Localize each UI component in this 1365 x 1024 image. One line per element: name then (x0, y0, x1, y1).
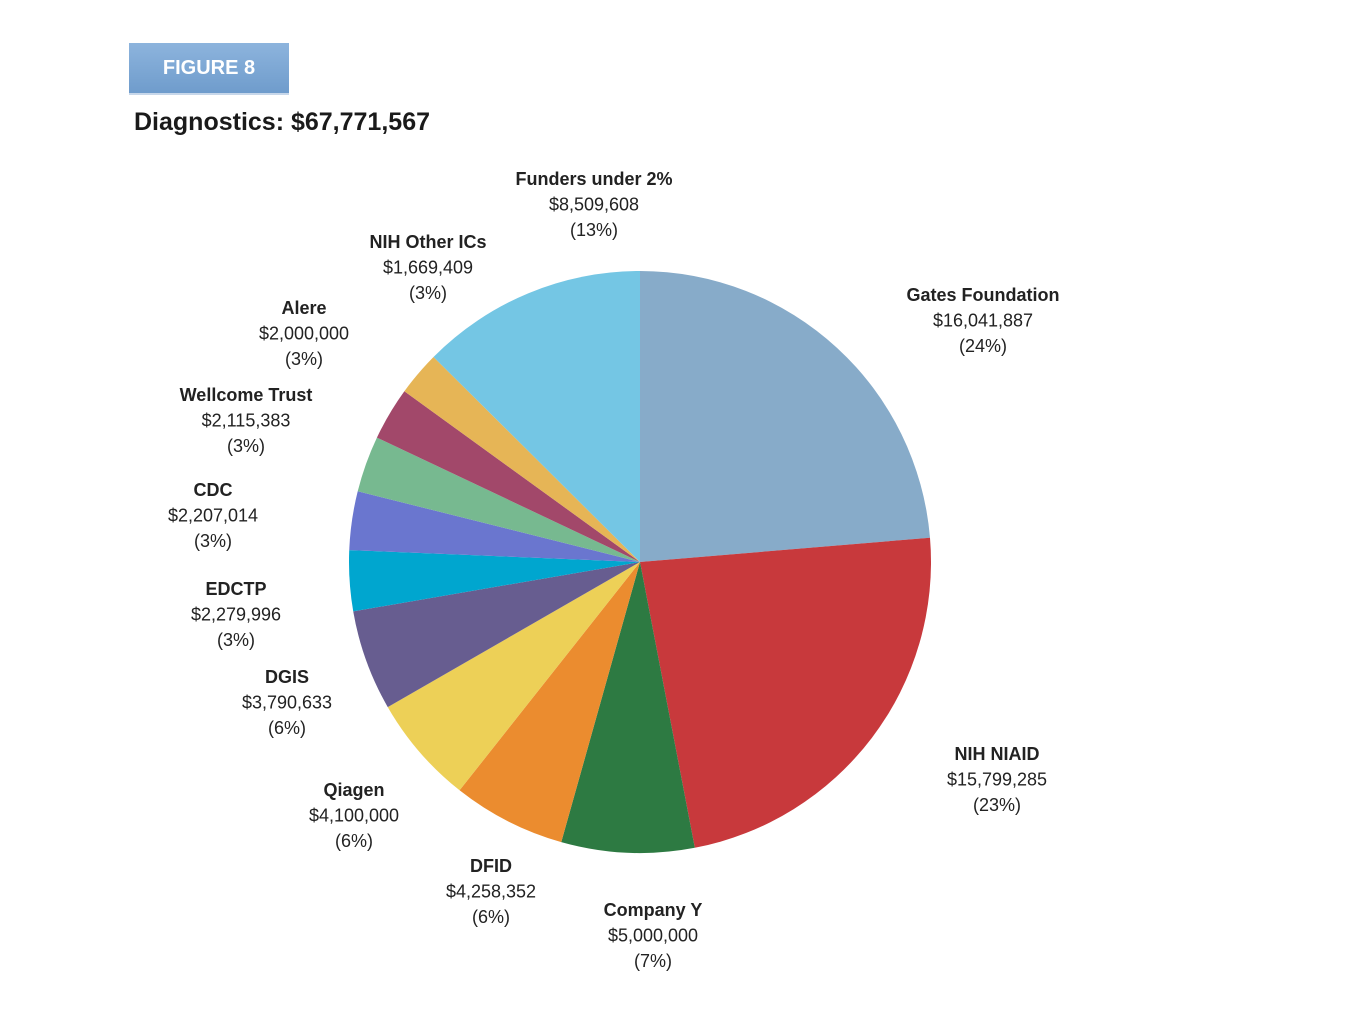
slice-label-percent: (3%) (217, 630, 255, 650)
pie-slice-wellcome-trust (357, 437, 640, 562)
pie-slice-alere (376, 391, 640, 562)
slice-labels: Gates Foundation $16,041,887 (24%) NIH NIAI… (168, 169, 1060, 971)
pie-slice-nih-other-ics (404, 356, 640, 562)
slice-label-percent: (3%) (285, 349, 323, 369)
slice-label-percent: (6%) (472, 907, 510, 927)
slice-label-percent: (23%) (973, 795, 1021, 815)
slice-label-name: EDCTP (205, 579, 266, 599)
slice-label-amount: $2,115,383 (202, 411, 291, 431)
slice-label-percent: (6%) (268, 718, 306, 738)
pie-slice-dfid (459, 562, 640, 843)
slice-label-percent: (13%) (570, 220, 618, 240)
slice-label-percent: (24%) (959, 336, 1007, 356)
slice-label-percent: (6%) (335, 831, 373, 851)
slice-label-amount: $5,000,000 (608, 926, 698, 946)
slice-label-amount: $2,207,014 (168, 506, 258, 526)
figure-label-badge: FIGURE 8 (129, 43, 289, 93)
slice-label-amount: $4,258,352 (446, 882, 536, 902)
slice-label-amount: $3,790,633 (242, 693, 332, 713)
slice-label-name: Company Y (604, 900, 703, 920)
slice-label-amount: $15,799,285 (947, 770, 1047, 790)
slice-label-amount: $2,000,000 (259, 324, 349, 344)
slice-label-name: NIH Other ICs (369, 232, 486, 252)
slice-label-name: Alere (281, 298, 326, 318)
slice-label-amount: $16,041,887 (933, 311, 1033, 331)
pie-slice-gates-foundation (640, 271, 930, 562)
slice-label-percent: (3%) (409, 283, 447, 303)
pie-slice-qiagen (387, 562, 640, 791)
pie-slice-funders-under-2- (433, 271, 640, 562)
pie-slice-cdc (349, 491, 640, 562)
slice-label-name: Funders under 2% (515, 169, 672, 189)
slice-label-name: Gates Foundation (907, 285, 1060, 305)
pie-slice-dgis (353, 562, 640, 708)
slice-label-name: Wellcome Trust (180, 385, 313, 405)
pie-slice-company-y (561, 562, 695, 853)
slice-label-percent: (3%) (194, 531, 232, 551)
slice-label-amount: $1,669,409 (383, 258, 473, 278)
slice-label-amount: $8,509,608 (549, 195, 639, 215)
slice-label-amount: $2,279,996 (191, 605, 281, 625)
slice-label-percent: (7%) (634, 951, 672, 971)
slice-label-amount: $4,100,000 (309, 806, 399, 826)
slice-label-name: NIH NIAID (955, 744, 1040, 764)
pie-slice-edctp (348, 550, 640, 612)
slice-label-name: DGIS (265, 667, 309, 687)
pie-slices (348, 271, 932, 853)
slice-label-name: Qiagen (323, 780, 384, 800)
slice-label-percent: (3%) (227, 436, 265, 456)
slice-label-name: DFID (470, 856, 512, 876)
slice-label-name: CDC (194, 480, 233, 500)
pie-slice-nih-niaid (640, 537, 932, 848)
chart-title: Diagnostics: $67,771,567 (134, 108, 430, 136)
